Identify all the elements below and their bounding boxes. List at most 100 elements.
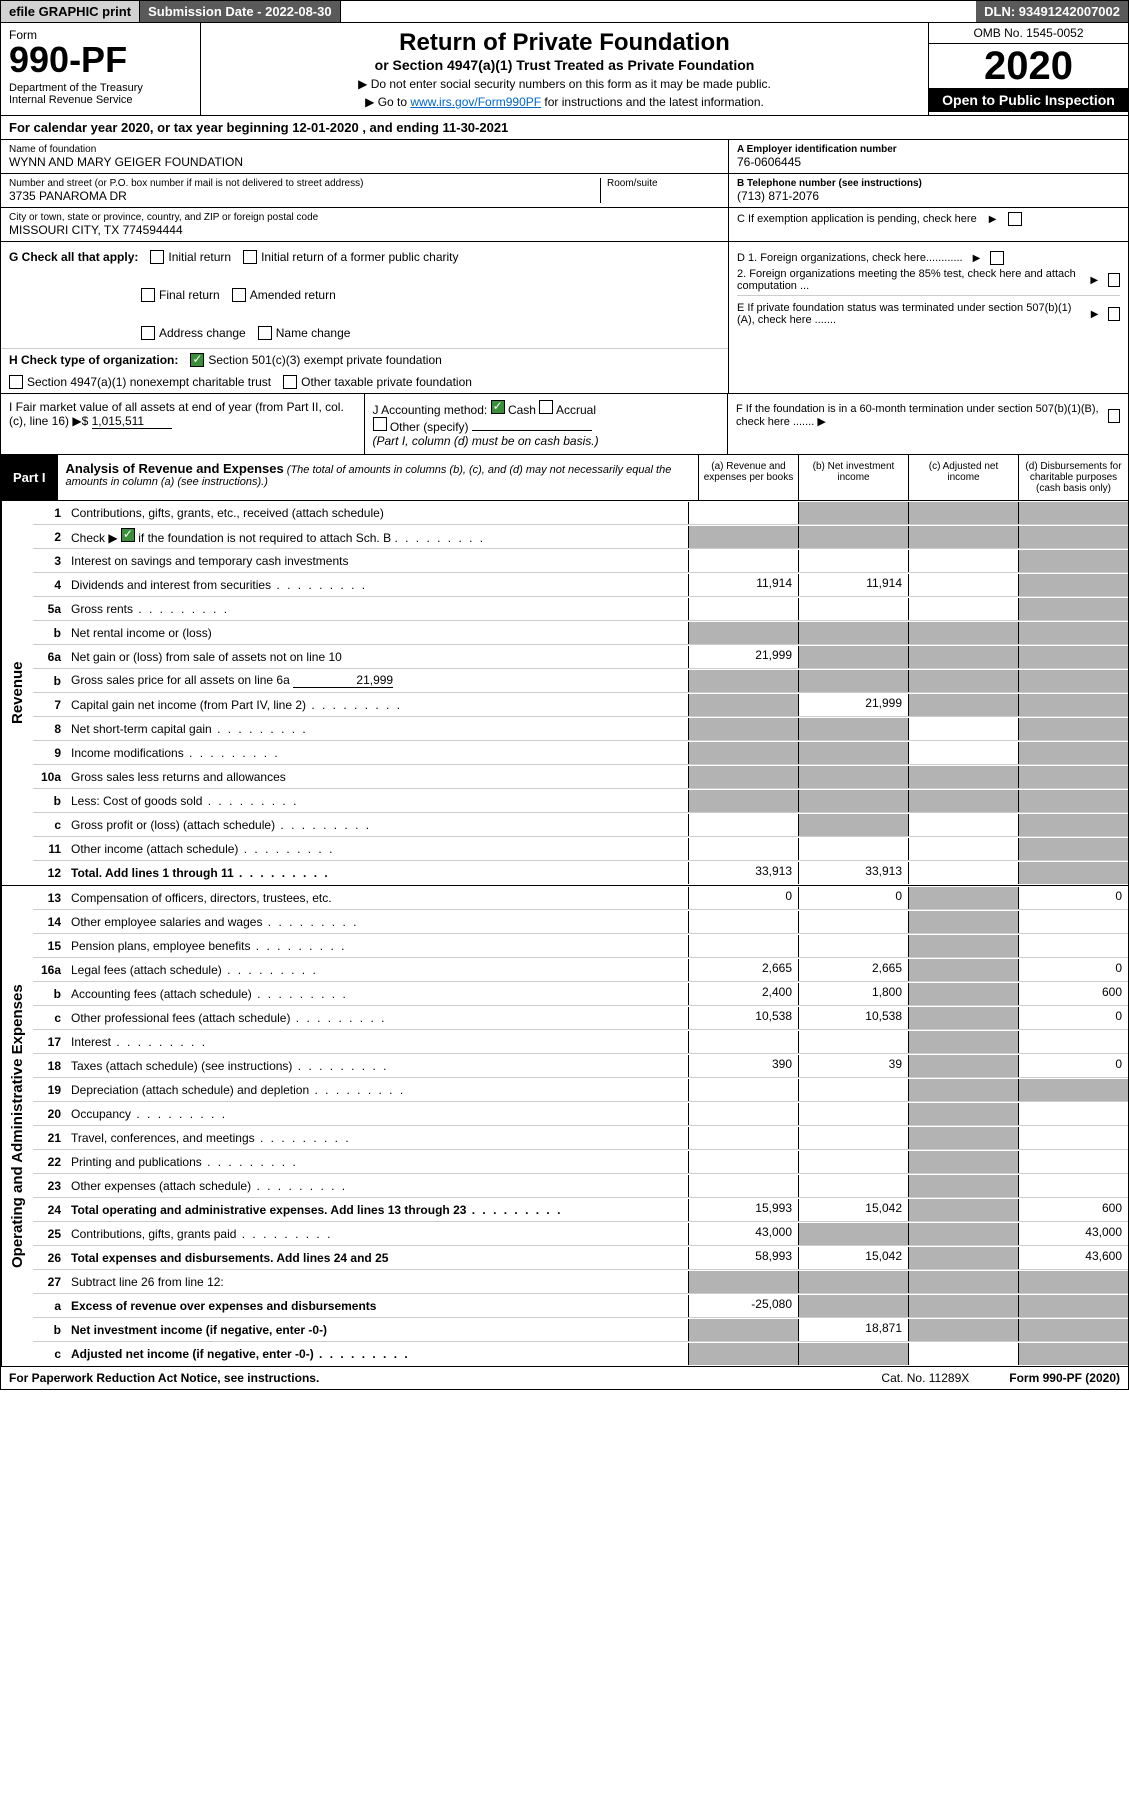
d1-cb[interactable] (990, 251, 1004, 265)
e-label: E If private foundation status was termi… (737, 302, 1081, 326)
f-cb[interactable] (1108, 409, 1120, 423)
row-19-label: Depreciation (attach schedule) and deple… (67, 1081, 688, 1099)
ein-value: 76-0606445 (737, 155, 1120, 169)
row-25-label: Contributions, gifts, grants paid (67, 1225, 688, 1243)
row-6b-label: Gross sales price for all assets on line… (67, 671, 688, 690)
cash-cb[interactable] (491, 400, 505, 414)
row-27c-label: Adjusted net income (if negative, enter … (67, 1345, 688, 1363)
omb-number: OMB No. 1545-0052 (929, 23, 1128, 44)
row-20-label: Occupancy (67, 1105, 688, 1123)
i-label: I Fair market value of all assets at end… (9, 400, 344, 428)
form-number: 990-PF (9, 42, 192, 78)
fmv-value: 1,015,511 (92, 414, 172, 429)
addr-label: Number and street (or P.O. box number if… (9, 178, 600, 189)
irs-link[interactable]: www.irs.gov/Form990PF (410, 95, 541, 109)
col-a-header: (a) Revenue and expenses per books (698, 455, 798, 500)
d2-cb[interactable] (1108, 273, 1120, 287)
row-15-label: Pension plans, employee benefits (67, 937, 688, 955)
row-23-label: Other expenses (attach schedule) (67, 1177, 688, 1195)
dept-label: Department of the TreasuryInternal Reven… (9, 82, 192, 106)
row-21-label: Travel, conferences, and meetings (67, 1129, 688, 1147)
initial-former-cb[interactable] (243, 250, 257, 264)
ein-label: A Employer identification number (737, 144, 1120, 155)
row-27b-label: Net investment income (if negative, ente… (67, 1321, 688, 1339)
top-bar: efile GRAPHIC print Submission Date - 20… (0, 0, 1129, 23)
street-address: 3735 PANAROMA DR (9, 189, 600, 203)
row-1-label: Contributions, gifts, grants, etc., rece… (67, 504, 688, 522)
schb-cb[interactable] (121, 528, 135, 542)
j-note: (Part I, column (d) must be on cash basi… (373, 434, 599, 448)
e-cb[interactable] (1108, 307, 1120, 321)
accrual-cb[interactable] (539, 400, 553, 414)
row-22-label: Printing and publications (67, 1153, 688, 1171)
city-label: City or town, state or province, country… (9, 212, 720, 223)
initial-return-cb[interactable] (150, 250, 164, 264)
part1-header: Part I Analysis of Revenue and Expenses … (0, 455, 1129, 501)
page-footer: For Paperwork Reduction Act Notice, see … (0, 1367, 1129, 1390)
foundation-name: WYNN AND MARY GEIGER FOUNDATION (9, 155, 720, 169)
row-3-label: Interest on savings and temporary cash i… (67, 552, 688, 570)
row-14-label: Other employee salaries and wages (67, 913, 688, 931)
ssn-note: ▶ Do not enter social security numbers o… (207, 77, 922, 91)
d1-label: D 1. Foreign organizations, check here..… (737, 252, 963, 264)
cat-no: Cat. No. 11289X (881, 1371, 969, 1385)
other-taxable-cb[interactable] (283, 375, 297, 389)
other-method-cb[interactable] (373, 417, 387, 431)
expenses-side-label: Operating and Administrative Expenses (1, 886, 33, 1366)
submission-date: Submission Date - 2022-08-30 (140, 1, 341, 22)
room-label: Room/suite (607, 178, 720, 189)
name-change-cb[interactable] (258, 326, 272, 340)
row-6a-label: Net gain or (loss) from sale of assets n… (67, 648, 688, 666)
4947-cb[interactable] (9, 375, 23, 389)
arrow-icon (985, 213, 1001, 225)
phone-value: (713) 871-2076 (737, 189, 1120, 203)
row-13-label: Compensation of officers, directors, tru… (67, 889, 688, 907)
expenses-table: Operating and Administrative Expenses 13… (0, 886, 1129, 1367)
h-label: H Check type of organization: (9, 353, 178, 367)
city-state-zip: MISSOURI CITY, TX 774594444 (9, 223, 720, 237)
form-header: Form 990-PF Department of the TreasuryIn… (0, 23, 1129, 116)
dln-number: DLN: 93491242007002 (976, 1, 1128, 22)
r4-b: 11,914 (798, 574, 908, 596)
r6a-a: 21,999 (688, 646, 798, 668)
final-return-cb[interactable] (141, 288, 155, 302)
row-27a-label: Excess of revenue over expenses and disb… (67, 1297, 688, 1315)
row-16b-label: Accounting fees (attach schedule) (67, 985, 688, 1003)
efile-print-button[interactable]: efile GRAPHIC print (1, 1, 140, 22)
revenue-side-label: Revenue (1, 501, 33, 885)
public-inspection: Open to Public Inspection (929, 88, 1128, 112)
d2-label: 2. Foreign organizations meeting the 85%… (737, 268, 1080, 292)
row-2-label: Check ▶ if the foundation is not require… (67, 526, 688, 547)
row-17-label: Interest (67, 1033, 688, 1051)
arrow-icon (1087, 308, 1103, 320)
name-label: Name of foundation (9, 144, 720, 155)
r7-b: 21,999 (798, 694, 908, 716)
pra-notice: For Paperwork Reduction Act Notice, see … (9, 1371, 319, 1385)
col-c-header: (c) Adjusted net income (908, 455, 1018, 500)
f-label: F If the foundation is in a 60-month ter… (736, 403, 1102, 428)
revenue-table: Revenue 1Contributions, gifts, grants, e… (0, 501, 1129, 886)
row-18-label: Taxes (attach schedule) (see instruction… (67, 1057, 688, 1075)
row-9-label: Income modifications (67, 744, 688, 762)
address-change-cb[interactable] (141, 326, 155, 340)
row-24-label: Total operating and administrative expen… (67, 1201, 688, 1219)
row-5a-label: Gross rents (67, 600, 688, 618)
part1-title: Analysis of Revenue and Expenses (66, 461, 284, 476)
part1-label: Part I (1, 455, 58, 500)
c-checkbox[interactable] (1008, 212, 1022, 226)
501c3-cb[interactable] (190, 353, 204, 367)
form-ref: Form 990-PF (2020) (1009, 1371, 1120, 1385)
form-title: Return of Private Foundation (207, 29, 922, 57)
other-specify (472, 430, 592, 431)
row-10b-label: Less: Cost of goods sold (67, 792, 688, 810)
form-subtitle: or Section 4947(a)(1) Trust Treated as P… (207, 57, 922, 73)
row-26-label: Total expenses and disbursements. Add li… (67, 1249, 688, 1267)
amended-cb[interactable] (232, 288, 246, 302)
row-16c-label: Other professional fees (attach schedule… (67, 1009, 688, 1027)
c-label: C If exemption application is pending, c… (737, 213, 977, 225)
row-8-label: Net short-term capital gain (67, 720, 688, 738)
tax-year: 2020 (929, 44, 1128, 88)
row-5b-label: Net rental income or (loss) (67, 624, 688, 642)
row-7-label: Capital gain net income (from Part IV, l… (67, 696, 688, 714)
row-10c-label: Gross profit or (loss) (attach schedule) (67, 816, 688, 834)
